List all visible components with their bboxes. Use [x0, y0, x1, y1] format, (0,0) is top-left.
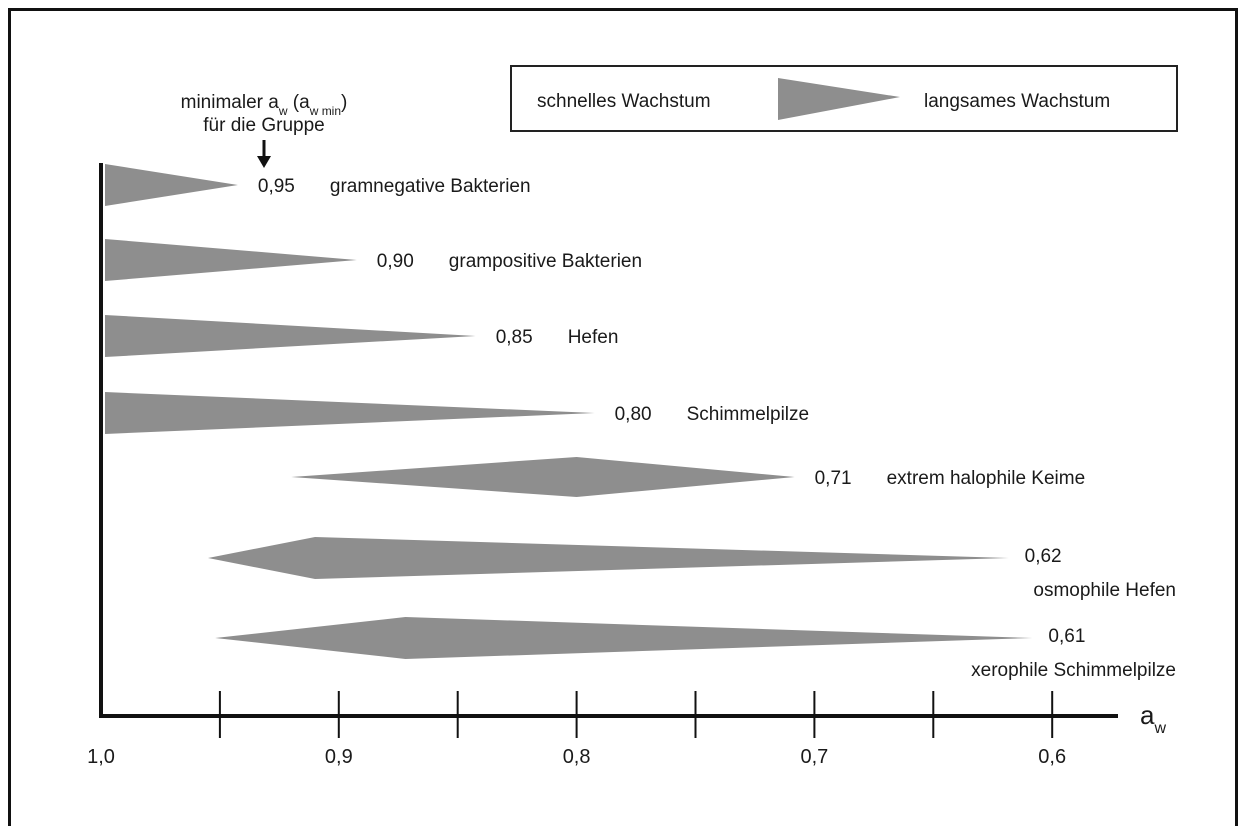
aw-min-value: 0,95 [258, 176, 295, 197]
x-tick-label: 0,6 [1038, 746, 1066, 768]
growth-wedge [215, 617, 1033, 659]
down-arrow-icon [257, 156, 271, 168]
x-tick-label: 0,9 [325, 746, 353, 768]
group-extrem-halophile-keime: 0,71 extrem halophile Keime [291, 457, 1085, 497]
group-name: osmophile Hefen [1033, 580, 1176, 601]
min-aw-annotation: minimaler aw (aw min) für die Gruppe [181, 92, 348, 168]
group-name: Hefen [568, 327, 619, 348]
aw-min-value: 0,61 [1048, 626, 1085, 647]
legend-slow-label: langsames Wachstum [924, 91, 1110, 112]
legend-fast-label: schnelles Wachstum [537, 91, 711, 112]
growth-wedge [105, 239, 357, 281]
group-schimmelpilze: 0,80 Schimmelpilze [105, 392, 809, 434]
aw-min-value: 0,62 [1025, 546, 1062, 567]
group-name: extrem halophile Keime [887, 468, 1086, 489]
group-hefen: 0,85 Hefen [105, 315, 618, 357]
x-tick-label: 1,0 [87, 746, 115, 768]
growth-groups: 0,95 gramnegative Bakterien 0,90 grampositi… [105, 164, 1176, 681]
x-axis-ticks [218, 691, 1054, 738]
x-tick-label: 0,7 [800, 746, 828, 768]
x-axis-tick-labels: 1,0 0,9 0,8 0,7 0,6 [87, 746, 1066, 768]
legend-wedge [778, 78, 900, 120]
growth-wedge [105, 392, 595, 434]
group-grampositive-bakterien: 0,90 grampositive Bakterien [105, 239, 642, 281]
growth-wedge [105, 164, 238, 206]
aw-min-value: 0,85 [496, 327, 533, 348]
x-tick-label: 0,8 [563, 746, 591, 768]
aw-min-value: 0,71 [815, 468, 852, 489]
chart-frame [8, 8, 1238, 826]
aw-min-value: 0,80 [615, 404, 652, 425]
x-axis-label: aw [1140, 700, 1166, 737]
group-name: grampositive Bakterien [449, 251, 642, 272]
growth-wedge [208, 537, 1009, 579]
legend: schnelles Wachstum langsames Wachstum [510, 65, 1178, 132]
group-xerophile-schimmelpilze: 0,61 xerophile Schimmelpilze [215, 617, 1176, 681]
group-name: xerophile Schimmelpilze [971, 660, 1176, 681]
group-gramnegative-bakterien: 0,95 gramnegative Bakterien [105, 164, 531, 206]
group-name: gramnegative Bakterien [330, 176, 531, 197]
growth-wedge [291, 457, 795, 497]
growth-wedge [105, 315, 476, 357]
annotation-line2: für die Gruppe [203, 115, 324, 136]
group-name: Schimmelpilze [687, 404, 809, 425]
annotation-line1: minimaler aw (aw min) [181, 92, 348, 118]
group-osmophile-hefen: 0,62 osmophile Hefen [208, 537, 1176, 601]
aw-min-value: 0,90 [377, 251, 414, 272]
